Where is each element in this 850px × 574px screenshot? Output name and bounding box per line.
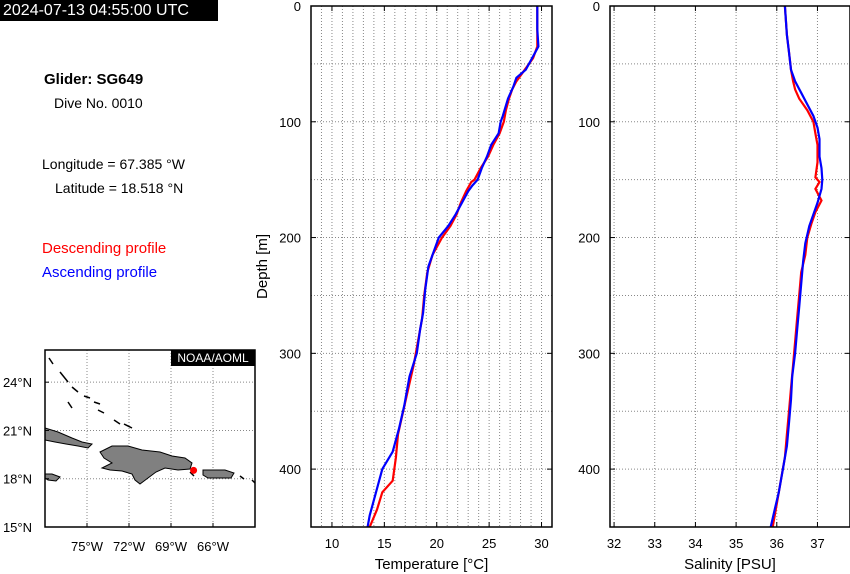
cuba-land bbox=[45, 427, 94, 449]
island bbox=[239, 475, 245, 480]
island bbox=[59, 371, 69, 383]
map-lat-label: 18°N bbox=[3, 472, 32, 487]
y-tick-label: 200 bbox=[578, 231, 600, 246]
map-lon-label: 72°W bbox=[113, 539, 146, 554]
island bbox=[83, 395, 91, 399]
x-tick-label: 25 bbox=[482, 536, 496, 551]
map-credit-box bbox=[171, 350, 255, 366]
x-tick-label: 30 bbox=[534, 536, 548, 551]
y-tick-label: 100 bbox=[279, 115, 301, 130]
map-lon-label: 75°W bbox=[71, 539, 104, 554]
plot-frame bbox=[310, 5, 553, 528]
island bbox=[71, 386, 79, 393]
x-tick-label: 34 bbox=[688, 536, 702, 551]
map-background bbox=[45, 350, 255, 527]
map-lon-label: 66°W bbox=[197, 539, 230, 554]
map-frame bbox=[44, 349, 256, 528]
timestamp-banner: 2024-07-13 04:55:00 UTC bbox=[0, 0, 218, 21]
plot-frame bbox=[609, 5, 850, 528]
glider-position-marker bbox=[190, 466, 198, 474]
x-tick-label: 37 bbox=[810, 536, 824, 551]
y-axis-title: Depth [m] bbox=[254, 234, 271, 299]
x-tick-label: 32 bbox=[607, 536, 621, 551]
salinity-panel: 32 33 34 35 36 37 0 100 200 300 400 Salinity [PSU] bbox=[578, 0, 850, 573]
x-tick-label: 35 bbox=[729, 536, 743, 551]
x-tick-label: 10 bbox=[325, 536, 339, 551]
y-tick-label: 400 bbox=[578, 462, 600, 477]
x-tick-label: 36 bbox=[770, 536, 784, 551]
island bbox=[189, 471, 195, 477]
y-tick-label: 300 bbox=[279, 346, 301, 361]
hispaniola-land bbox=[99, 445, 193, 485]
island bbox=[48, 357, 54, 365]
dive-number: Dive No. 0010 bbox=[54, 95, 143, 111]
y-tick-label: 200 bbox=[279, 231, 301, 246]
y-tick-label: 100 bbox=[578, 115, 600, 130]
x-axis-title: Temperature [°C] bbox=[375, 556, 489, 573]
ascending-profile-line bbox=[366, 6, 540, 527]
map-lat-label: 24°N bbox=[3, 375, 32, 390]
island bbox=[93, 401, 101, 405]
y-tick-label: 300 bbox=[578, 346, 600, 361]
y-tick-label: 0 bbox=[593, 0, 600, 14]
legend-ascending: Ascending profile bbox=[42, 264, 158, 281]
map-lat-label: 15°N bbox=[3, 520, 32, 535]
jamaica-land bbox=[45, 473, 61, 482]
y-tick-label: 0 bbox=[294, 0, 301, 14]
land-masses bbox=[45, 357, 255, 485]
legend-descending: Descending profile bbox=[42, 240, 167, 257]
island bbox=[113, 419, 121, 425]
puerto-rico-land bbox=[202, 469, 235, 479]
map-credit: NOAA/AOML bbox=[177, 351, 249, 365]
y-tick-label: 400 bbox=[279, 462, 301, 477]
longitude-readout: Longitude = 67.385 °W bbox=[42, 156, 185, 172]
map-lon-label: 69°W bbox=[155, 539, 188, 554]
x-tick-label: 15 bbox=[377, 536, 391, 551]
island bbox=[123, 423, 133, 429]
ascending-profile-line bbox=[769, 6, 824, 527]
map-lat-label: 21°N bbox=[3, 423, 32, 438]
x-tick-label: 20 bbox=[430, 536, 444, 551]
x-tick-label: 33 bbox=[648, 536, 662, 551]
location-map: NOAA/AOML 24°N 21°N 18°N 15°N 75°W 72°W 69°W 66°… bbox=[3, 349, 256, 554]
x-axis-title: Salinity [PSU] bbox=[684, 556, 776, 573]
glider-name: Glider: SG649 bbox=[44, 71, 144, 88]
latitude-readout: Latitude = 18.518 °N bbox=[55, 180, 184, 196]
island bbox=[97, 409, 105, 414]
island bbox=[67, 401, 73, 409]
